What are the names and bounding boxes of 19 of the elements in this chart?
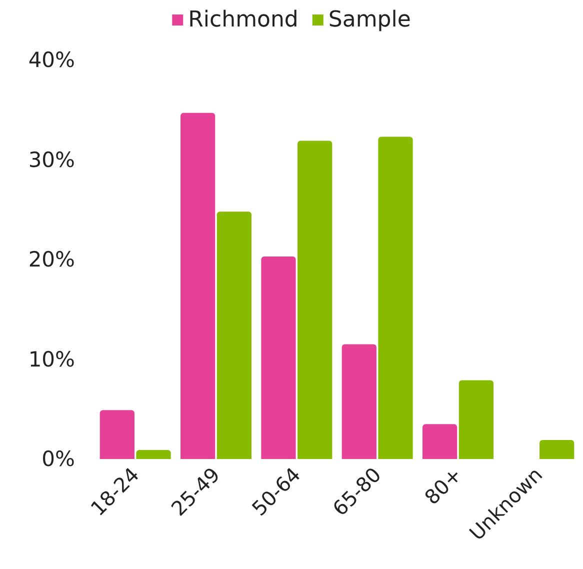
x-tick-label: 80+ [420, 462, 466, 510]
y-tick-label: 30% [28, 148, 75, 172]
bar [261, 256, 296, 459]
bar [216, 212, 252, 459]
bar [100, 410, 134, 459]
legend-label: Sample [328, 8, 411, 32]
bar [540, 440, 574, 459]
bar [180, 112, 216, 459]
y-tick-label: 10% [28, 347, 75, 372]
legend-label: Richmond [188, 8, 298, 32]
y-tick-label: 0% [42, 447, 75, 471]
bar [378, 136, 413, 459]
bar [342, 344, 376, 459]
bar [458, 380, 494, 459]
bar [298, 140, 332, 459]
bar [136, 450, 171, 459]
y-tick-label: 40% [28, 48, 75, 72]
y-tick-label: 20% [28, 248, 75, 272]
bar [422, 424, 458, 459]
